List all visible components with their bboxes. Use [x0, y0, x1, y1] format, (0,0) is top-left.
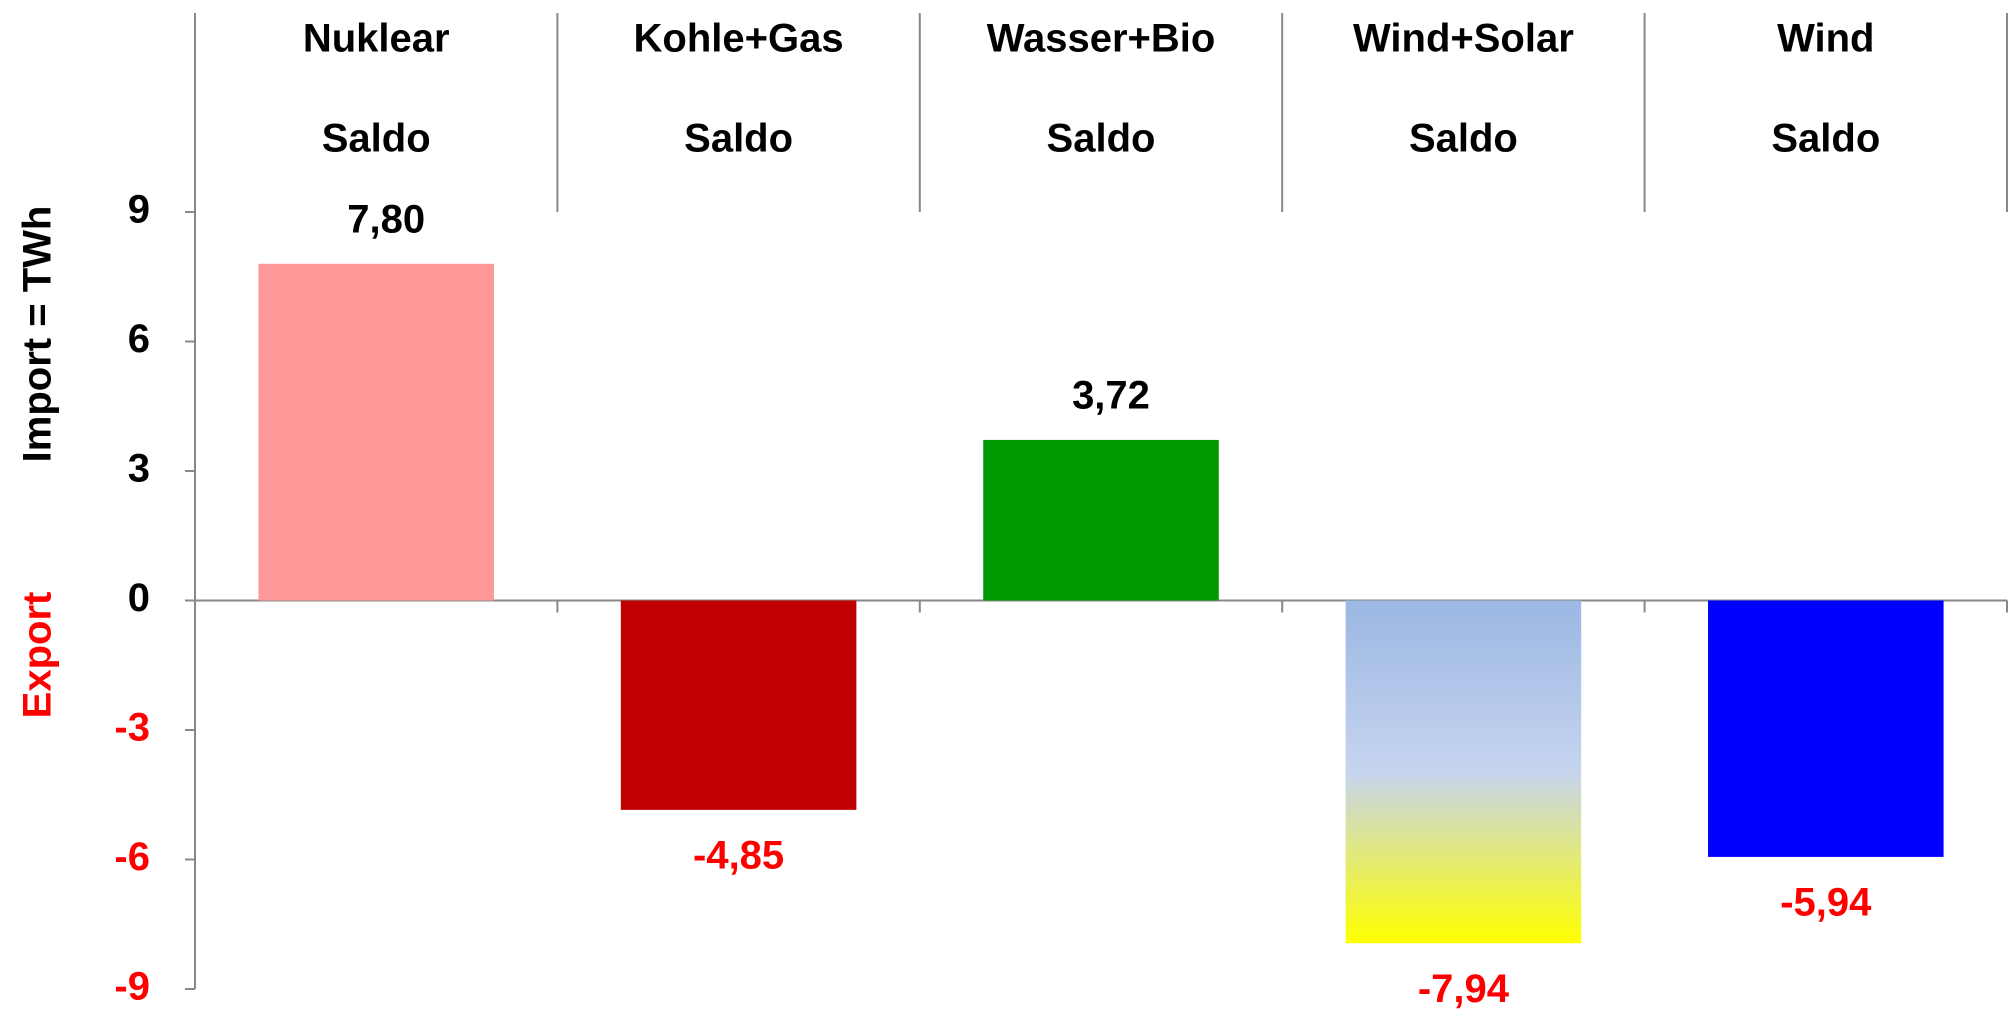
bar — [1345, 600, 1582, 944]
data-label: 7,80 — [347, 197, 425, 241]
y-tick-label: -9 — [114, 965, 150, 1009]
y-tick-label: 6 — [128, 317, 150, 361]
y-axis-label: Import = TWh — [16, 206, 60, 463]
y-tick-label: 0 — [128, 576, 150, 620]
data-label: -7,94 — [1418, 967, 1510, 1011]
x-tick-sublabel: Saldo — [1047, 117, 1156, 161]
x-tick-label: Wind — [1777, 17, 1874, 61]
y-axis-label-export: Export — [16, 592, 60, 719]
x-tick-sublabel: Saldo — [322, 117, 431, 161]
bar — [258, 263, 494, 601]
y-tick-label: 9 — [128, 188, 150, 232]
x-tick-sublabel: Saldo — [1409, 117, 1518, 161]
x-tick-label: Wasser+Bio — [987, 17, 1216, 61]
data-label: -4,85 — [693, 833, 784, 877]
y-tick-label: -3 — [114, 706, 150, 750]
y-tick-label: 3 — [128, 447, 150, 491]
x-tick-label: Wind+Solar — [1353, 17, 1574, 61]
bar — [1708, 600, 1944, 857]
y-tick-label: -6 — [114, 835, 150, 879]
x-tick-sublabel: Saldo — [1771, 117, 1880, 161]
data-label: -5,94 — [1780, 880, 1872, 924]
x-tick-label: Nuklear — [303, 17, 450, 61]
x-tick-label: Kohle+Gas — [634, 17, 844, 61]
x-tick-sublabel: Saldo — [684, 117, 793, 161]
bar — [983, 439, 1219, 601]
bar — [620, 600, 857, 810]
data-label: 3,72 — [1072, 373, 1150, 417]
